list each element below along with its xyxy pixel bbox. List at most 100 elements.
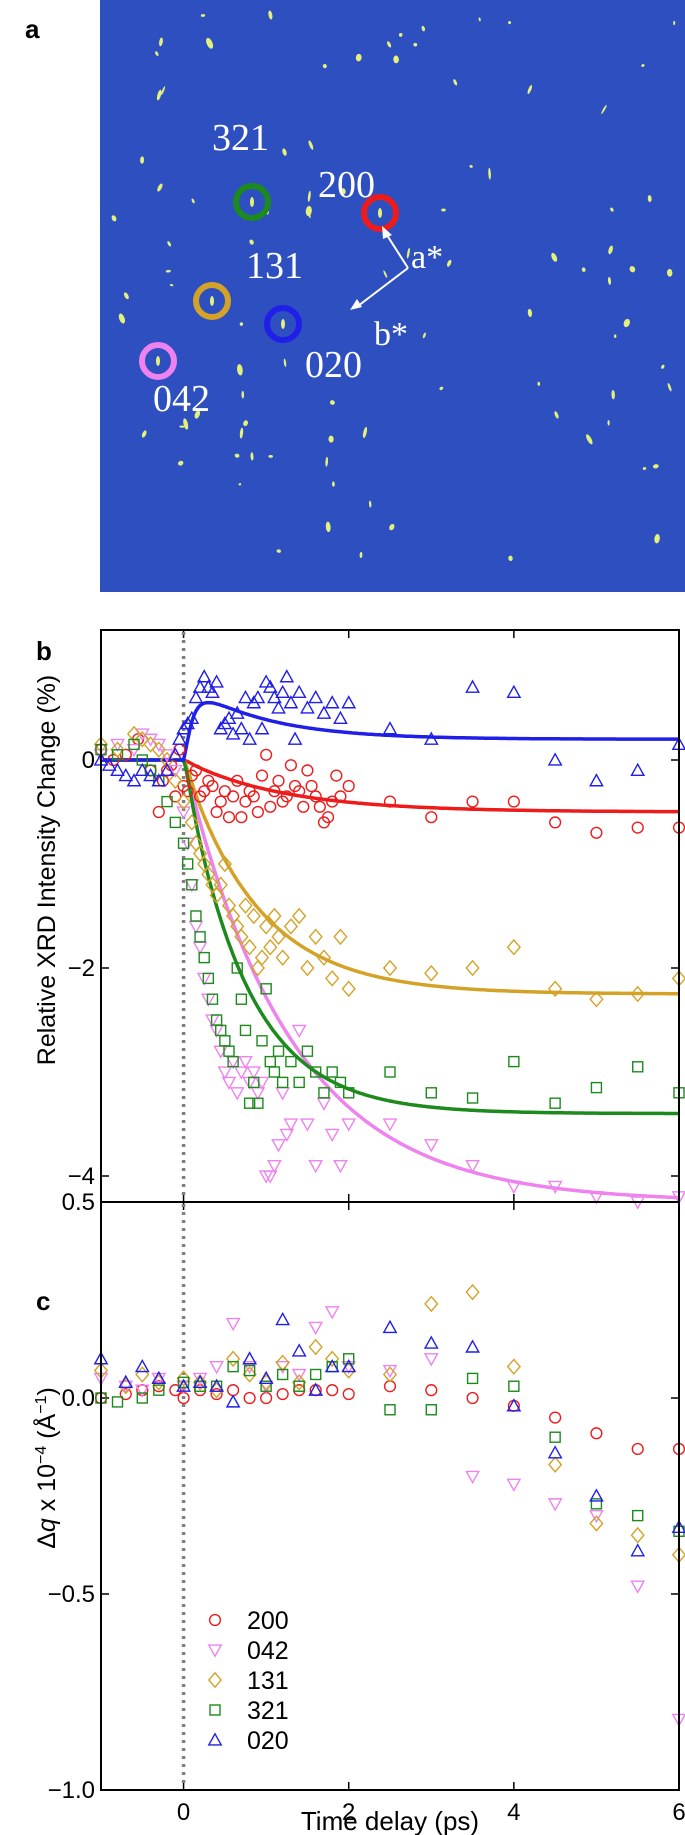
data-point-c-131	[192, 1374, 208, 1391]
data-point-b-200	[284, 759, 298, 772]
data-point-b-042	[110, 738, 125, 753]
data-point-b-131	[548, 980, 563, 998]
b-y-tick-label: −4	[68, 1163, 95, 1190]
data-point-b-200	[214, 795, 227, 808]
data-point-b-131	[465, 959, 480, 977]
data-point-b-131	[259, 918, 274, 935]
data-point-c-131	[465, 1283, 480, 1301]
diffraction-background	[100, 0, 685, 592]
diffraction-spot	[439, 386, 444, 391]
data-point-b-321	[276, 1076, 289, 1089]
diffraction-spot	[393, 55, 399, 64]
diffraction-spot	[325, 456, 329, 467]
data-point-b-131	[126, 725, 142, 743]
data-point-c-131	[589, 1515, 604, 1532]
data-point-b-321	[309, 1066, 322, 1078]
data-point-b-042	[506, 1180, 522, 1195]
data-point-b-131	[246, 907, 261, 925]
data-point-b-200	[206, 779, 219, 793]
data-point-b-321	[206, 993, 219, 1005]
data-point-b-321	[111, 749, 124, 761]
data-point-b-042	[341, 1118, 357, 1132]
data-point-b-200	[255, 769, 269, 782]
diffraction-spot	[527, 85, 533, 94]
diffraction-spot	[613, 334, 617, 338]
data-point-b-131	[135, 730, 150, 748]
panel-b-frame	[100, 629, 680, 1203]
data-point-b-020	[159, 762, 175, 777]
data-point-b-200	[280, 790, 293, 803]
diffraction-spot	[140, 156, 145, 164]
data-point-c-020	[630, 1543, 646, 1557]
diffraction-spot	[239, 322, 244, 326]
data-point-b-020	[382, 721, 398, 735]
data-point-b-020	[126, 773, 142, 787]
data-point-b-020	[172, 731, 187, 745]
data-point-b-200	[247, 790, 260, 803]
data-point-c-131	[292, 1374, 307, 1391]
data-point-c-321	[243, 1364, 256, 1377]
data-point-b-131	[382, 959, 398, 977]
data-point-c-200	[243, 1391, 256, 1405]
data-point-b-042	[300, 1118, 315, 1132]
data-point-c-200	[631, 1442, 644, 1456]
c-x-tick-label: 2	[342, 1799, 355, 1826]
data-point-c-321	[466, 1372, 479, 1385]
data-point-c-042	[630, 1580, 646, 1594]
data-point-b-020	[630, 762, 646, 777]
data-point-b-200	[268, 785, 281, 798]
data-point-c-042	[547, 1498, 563, 1512]
data-point-b-042	[271, 1139, 286, 1153]
b-star-label: b*	[374, 316, 408, 353]
c-y-tick-label: 0.5	[62, 1189, 95, 1216]
data-point-c-020	[308, 1382, 324, 1396]
panel-c-label: c	[36, 1286, 50, 1316]
diffraction-spot	[141, 430, 147, 438]
data-point-b-200	[272, 774, 285, 787]
diffraction-spot	[647, 195, 652, 203]
data-point-c-321	[260, 1380, 272, 1392]
data-point-b-020	[188, 689, 204, 704]
data-point-b-020	[291, 684, 307, 699]
c-x-tick-label: 4	[507, 1799, 520, 1826]
data-point-b-200	[152, 805, 165, 819]
data-point-c-042	[589, 1509, 604, 1524]
data-point-b-321	[161, 795, 173, 808]
intensity-change-plot: 0 −2 −4	[68, 630, 685, 1210]
data-point-b-020	[118, 767, 134, 782]
data-point-b-042	[333, 1159, 348, 1174]
data-point-b-020	[205, 684, 220, 699]
diffraction-spot	[322, 63, 327, 69]
data-point-b-042	[324, 1128, 340, 1143]
diffraction-spot	[527, 308, 533, 317]
diffraction-spot	[268, 10, 273, 20]
data-point-c-042	[242, 1360, 258, 1375]
ylabel-delta: Δ	[33, 1532, 61, 1549]
data-point-b-020	[506, 684, 522, 699]
fit-curve-321	[101, 758, 679, 1116]
data-point-b-131	[254, 949, 270, 966]
diffraction-spot	[156, 89, 162, 101]
diffraction-spot	[586, 434, 593, 445]
data-point-c-321	[111, 1396, 124, 1408]
diffraction-spot	[239, 427, 244, 439]
diffraction-spot	[642, 467, 647, 470]
data-point-c-131	[275, 1354, 290, 1371]
legend-label-042: 042	[247, 1637, 289, 1665]
data-point-b-200	[210, 805, 223, 819]
diffraction-spot	[283, 358, 287, 367]
reflection-label-321: 321	[212, 117, 269, 159]
panel-b-label: b	[36, 636, 52, 666]
data-point-b-020	[271, 700, 286, 714]
legend-label-321: 321	[247, 1697, 289, 1725]
data-point-c-131	[225, 1350, 241, 1368]
diffraction-spot	[389, 523, 395, 531]
data-point-b-200	[119, 748, 132, 761]
diffraction-spot	[179, 425, 185, 428]
data-point-b-020	[250, 689, 266, 704]
data-point-b-020	[110, 762, 125, 777]
data-point-b-200	[189, 764, 203, 777]
data-point-c-020	[291, 1343, 307, 1357]
